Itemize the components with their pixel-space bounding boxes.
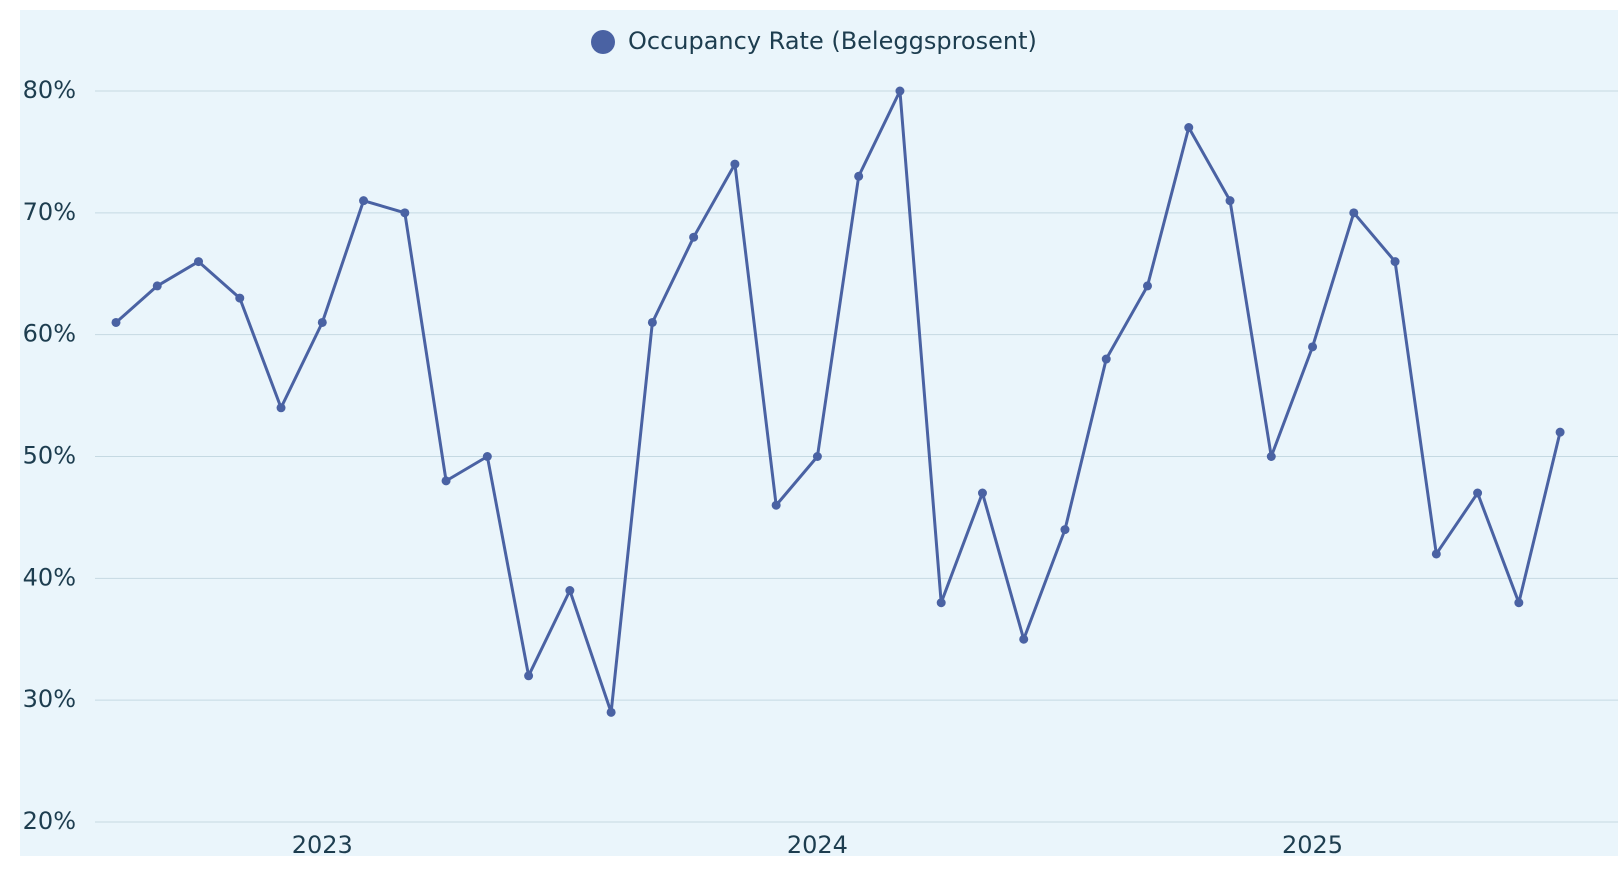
- point: [1143, 281, 1152, 291]
- point: [194, 257, 204, 267]
- point: [1060, 525, 1070, 535]
- point: [1101, 354, 1111, 364]
- y-tick-label: 50%: [23, 442, 76, 470]
- point: [812, 452, 822, 461]
- point: [152, 281, 162, 291]
- plot-background: [20, 10, 1618, 856]
- point: [1308, 342, 1318, 352]
- y-tick-label: 60%: [23, 320, 76, 348]
- x-tick-label: 2024: [787, 831, 848, 859]
- x-tick-label: 2025: [1282, 831, 1343, 859]
- point: [524, 671, 534, 681]
- point: [1514, 598, 1524, 608]
- point: [1019, 634, 1029, 644]
- point: [1266, 452, 1276, 461]
- point: [1349, 208, 1359, 218]
- point: [441, 476, 451, 486]
- point: [647, 317, 657, 327]
- point: [1390, 257, 1400, 267]
- y-tick-label: 70%: [23, 198, 76, 226]
- point: [276, 403, 286, 413]
- point: [1184, 123, 1194, 133]
- point: [689, 232, 699, 242]
- point: [359, 196, 369, 206]
- legend-label: Occupancy Rate (Beleggsprosent): [628, 27, 1037, 55]
- y-tick-label: 40%: [23, 563, 76, 591]
- y-tick-label: 20%: [23, 807, 76, 835]
- point: [895, 86, 905, 96]
- point: [1431, 549, 1441, 559]
- point: [235, 293, 245, 303]
- point: [854, 171, 864, 181]
- point: [1473, 488, 1483, 498]
- point: [482, 452, 492, 461]
- point: [730, 159, 740, 169]
- point: [1225, 196, 1235, 206]
- point: [936, 598, 946, 608]
- y-tick-label: 30%: [23, 685, 76, 713]
- point: [565, 586, 575, 596]
- point: [317, 317, 327, 327]
- y-tick-label: 80%: [23, 76, 76, 104]
- legend-swatch: [591, 30, 615, 54]
- x-tick-label: 2023: [292, 831, 353, 859]
- point: [771, 500, 781, 510]
- point: [1555, 427, 1565, 437]
- series-line: [115, 89, 1562, 714]
- point: [111, 317, 121, 327]
- point: [977, 488, 987, 498]
- point: [400, 208, 410, 218]
- point: [606, 707, 616, 717]
